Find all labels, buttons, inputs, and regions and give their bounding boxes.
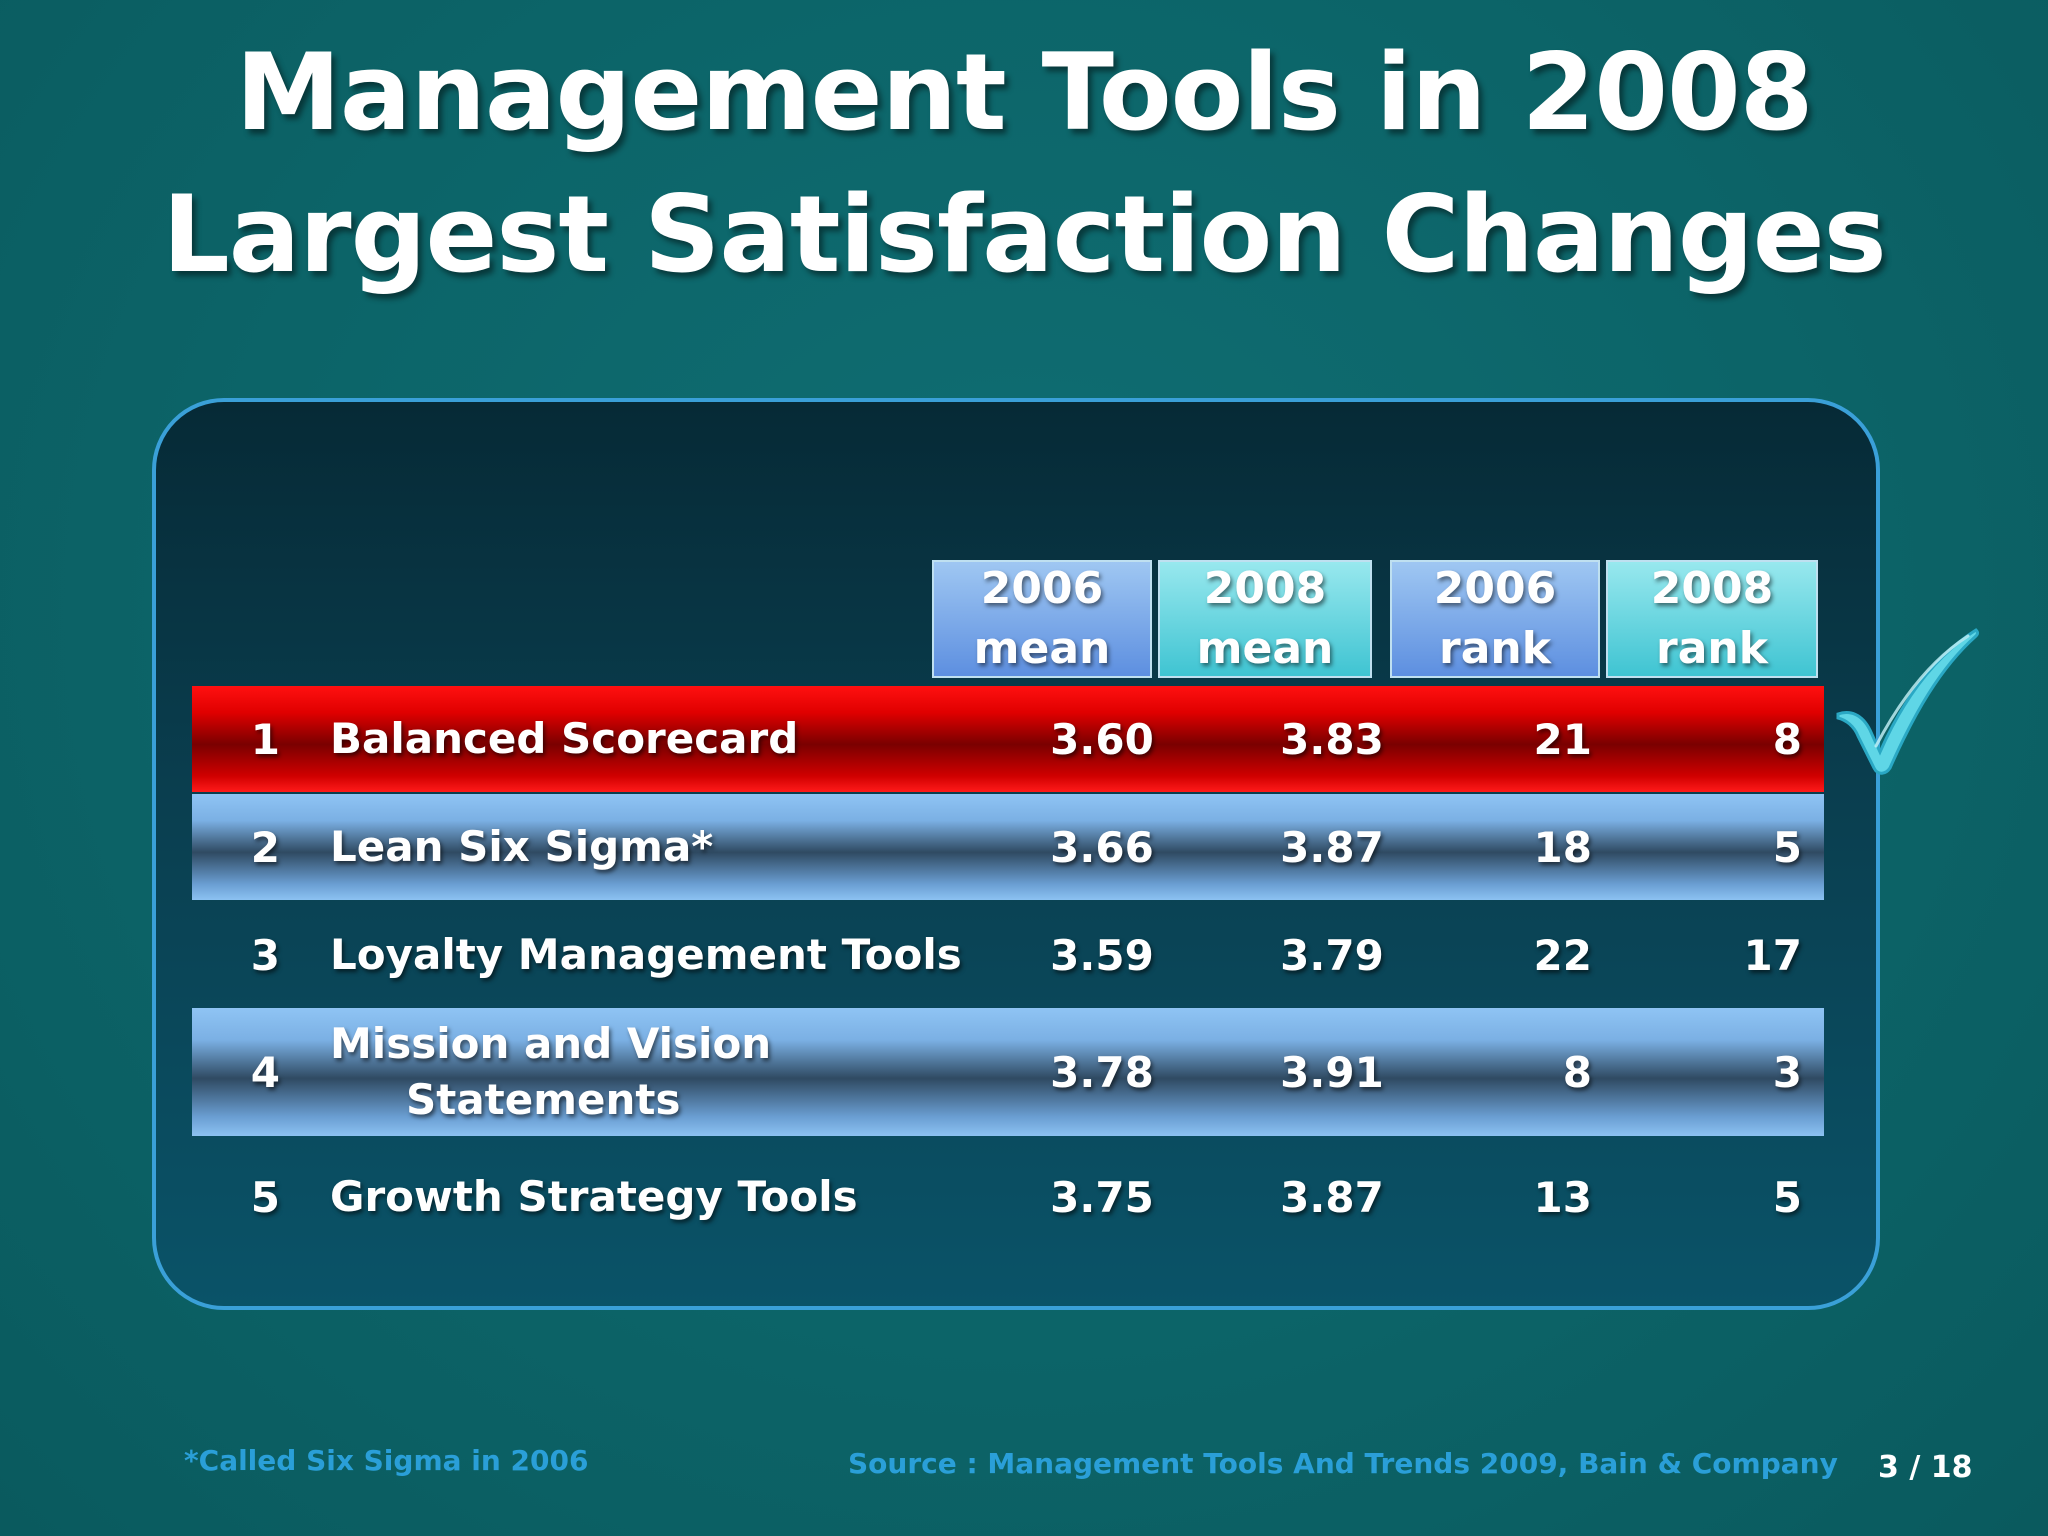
tool-name: Growth Strategy Tools bbox=[330, 1172, 858, 1221]
page-number: 3 / 18 bbox=[1878, 1450, 1973, 1485]
row-number: 1 bbox=[250, 714, 280, 764]
mean-2006: 3.59 bbox=[1050, 930, 1154, 980]
header-line: 2008 bbox=[1650, 563, 1774, 614]
header-2008-mean: 2008 mean bbox=[1158, 560, 1372, 678]
rank-2008: 8 bbox=[1772, 714, 1802, 764]
row-number: 5 bbox=[250, 1172, 280, 1222]
source-citation: Source : Management Tools And Trends 200… bbox=[848, 1447, 1838, 1480]
header-2006-mean: 2006 mean bbox=[932, 560, 1152, 678]
tool-name: Balanced Scorecard bbox=[330, 714, 799, 763]
checkmark-icon bbox=[1836, 628, 1979, 775]
mean-2008: 3.87 bbox=[1280, 822, 1384, 872]
rank-2006: 8 bbox=[1562, 1047, 1592, 1097]
header-line: rank bbox=[1656, 623, 1768, 674]
header-line: 2008 bbox=[1203, 563, 1327, 614]
title-line-1: Management Tools in 2008 bbox=[235, 31, 1813, 154]
table-row-2: 2 Lean Six Sigma* 3.66 3.87 18 5 bbox=[192, 794, 1824, 900]
mean-2006: 3.60 bbox=[1050, 714, 1154, 764]
mean-2008: 3.79 bbox=[1280, 930, 1384, 980]
tool-name: Loyalty Management Tools bbox=[330, 930, 962, 979]
rank-2008: 5 bbox=[1772, 822, 1802, 872]
slide-title: Management Tools in 2008 Largest Satisfa… bbox=[0, 22, 2048, 306]
title-line-2: Largest Satisfaction Changes bbox=[162, 173, 1887, 296]
mean-2008: 3.87 bbox=[1280, 1172, 1384, 1222]
header-line: 2006 bbox=[980, 563, 1104, 614]
header-line: mean bbox=[973, 623, 1111, 674]
mean-2008: 3.91 bbox=[1280, 1047, 1384, 1097]
footnote: *Called Six Sigma in 2006 bbox=[184, 1444, 589, 1477]
header-line: 2006 bbox=[1433, 563, 1557, 614]
table-row-3: 3 Loyalty Management Tools 3.59 3.79 22 … bbox=[192, 902, 1824, 1008]
header-line: mean bbox=[1196, 623, 1334, 674]
row-number: 3 bbox=[250, 930, 280, 980]
table-row-1: 1 Balanced Scorecard 3.60 3.83 21 8 bbox=[192, 686, 1824, 792]
row-number: 4 bbox=[250, 1047, 280, 1097]
mean-2006: 3.66 bbox=[1050, 822, 1154, 872]
row-number: 2 bbox=[250, 822, 280, 872]
tool-name: Mission and Vision Statements bbox=[330, 1008, 1130, 1136]
rank-2008: 3 bbox=[1772, 1047, 1802, 1097]
rank-2006: 18 bbox=[1533, 822, 1592, 872]
rank-2006: 21 bbox=[1533, 714, 1592, 764]
rank-2008: 5 bbox=[1772, 1172, 1802, 1222]
table-row-5: 5 Growth Strategy Tools 3.75 3.87 13 5 bbox=[192, 1142, 1824, 1252]
rank-2006: 22 bbox=[1533, 930, 1592, 980]
header-2008-rank: 2008 rank bbox=[1606, 560, 1818, 678]
mean-2006: 3.75 bbox=[1050, 1172, 1154, 1222]
header-2006-rank: 2006 rank bbox=[1390, 560, 1600, 678]
tool-name: Lean Six Sigma* bbox=[330, 822, 714, 871]
rank-2006: 13 bbox=[1533, 1172, 1592, 1222]
tool-name-line-2: Statements bbox=[406, 1075, 681, 1124]
tool-name-line-1: Mission and Vision bbox=[330, 1019, 772, 1068]
table-row-4: 4 Mission and Vision Statements 3.78 3.9… bbox=[192, 1008, 1824, 1136]
header-line: rank bbox=[1439, 623, 1551, 674]
mean-2008: 3.83 bbox=[1280, 714, 1384, 764]
mean-2006: 3.78 bbox=[1050, 1047, 1154, 1097]
rank-2008: 17 bbox=[1743, 930, 1802, 980]
